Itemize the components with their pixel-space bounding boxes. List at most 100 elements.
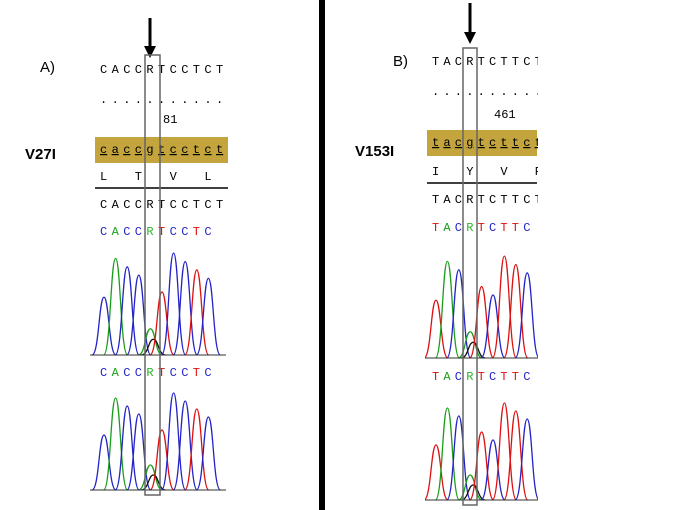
base: R bbox=[146, 198, 153, 212]
base: . bbox=[489, 85, 496, 99]
base: I bbox=[432, 165, 439, 179]
base: T bbox=[500, 370, 507, 384]
base: L bbox=[204, 170, 211, 184]
base: . bbox=[523, 85, 530, 99]
base: T bbox=[158, 63, 165, 77]
peak bbox=[468, 285, 495, 359]
peak bbox=[102, 257, 129, 356]
peak bbox=[114, 266, 140, 356]
base: C bbox=[123, 366, 130, 380]
base: Y bbox=[466, 165, 473, 179]
base: . bbox=[432, 85, 439, 99]
peak bbox=[138, 464, 163, 491]
base: C bbox=[455, 370, 462, 384]
base: . bbox=[466, 85, 473, 99]
peak bbox=[425, 444, 449, 501]
highlight-box bbox=[144, 54, 161, 496]
base: T bbox=[478, 221, 485, 235]
base: . bbox=[146, 93, 153, 107]
base: c bbox=[170, 143, 177, 157]
base: R bbox=[146, 366, 153, 380]
base: R bbox=[146, 225, 153, 239]
base: R bbox=[466, 55, 473, 69]
base: C bbox=[123, 198, 130, 212]
base: A bbox=[443, 55, 451, 69]
base: T bbox=[512, 55, 519, 69]
base: C bbox=[489, 193, 496, 207]
base: T bbox=[535, 193, 542, 207]
peak bbox=[480, 439, 506, 501]
base: T bbox=[193, 366, 200, 380]
base: t bbox=[535, 136, 542, 150]
base: t bbox=[478, 136, 485, 150]
base: C bbox=[181, 63, 188, 77]
base: R bbox=[466, 221, 473, 235]
base: c bbox=[123, 143, 130, 157]
base: A bbox=[443, 221, 451, 235]
peak bbox=[491, 255, 518, 359]
base: C bbox=[100, 63, 107, 77]
base: c bbox=[523, 136, 530, 150]
base: T bbox=[432, 221, 439, 235]
peak bbox=[434, 260, 461, 359]
base: t bbox=[432, 136, 439, 150]
base: . bbox=[204, 93, 211, 107]
base: C bbox=[123, 225, 130, 239]
peak bbox=[503, 263, 529, 359]
peak bbox=[195, 416, 222, 491]
base: C bbox=[170, 63, 177, 77]
base: A bbox=[112, 198, 120, 212]
divider bbox=[319, 0, 325, 510]
base: g bbox=[466, 136, 473, 150]
base: c bbox=[489, 136, 496, 150]
base: . bbox=[478, 85, 485, 99]
codon-strip bbox=[95, 137, 228, 163]
base: C bbox=[170, 225, 177, 239]
base: t bbox=[216, 143, 223, 157]
peak bbox=[514, 418, 538, 501]
peak bbox=[91, 434, 117, 491]
alignment-dots: ........... bbox=[100, 93, 223, 107]
base: C bbox=[123, 63, 130, 77]
base: A bbox=[112, 63, 120, 77]
position-number: 461 bbox=[494, 108, 516, 122]
alignment-dots: .......... bbox=[432, 85, 542, 99]
base: T bbox=[216, 198, 223, 212]
base: C bbox=[489, 221, 496, 235]
mutation-label: V27I bbox=[25, 146, 56, 163]
base: . bbox=[112, 93, 119, 107]
base: T bbox=[512, 221, 519, 235]
base: T bbox=[216, 63, 223, 77]
base bbox=[146, 170, 153, 184]
base: T bbox=[512, 193, 519, 207]
base: . bbox=[158, 93, 165, 107]
peak bbox=[102, 397, 129, 491]
base bbox=[181, 170, 188, 184]
base: . bbox=[181, 93, 188, 107]
peak bbox=[461, 341, 486, 359]
peak bbox=[461, 484, 486, 501]
base: c bbox=[204, 143, 211, 157]
base: T bbox=[158, 225, 165, 239]
base: t bbox=[512, 136, 519, 150]
base: A bbox=[443, 370, 451, 384]
peak bbox=[149, 429, 175, 491]
codon-strip bbox=[427, 130, 537, 156]
base: C bbox=[170, 366, 177, 380]
peak bbox=[184, 269, 210, 356]
panel-label: B) bbox=[393, 53, 408, 70]
amino-acids: L T V L bbox=[100, 170, 212, 184]
base: C bbox=[489, 370, 496, 384]
base bbox=[112, 170, 119, 184]
